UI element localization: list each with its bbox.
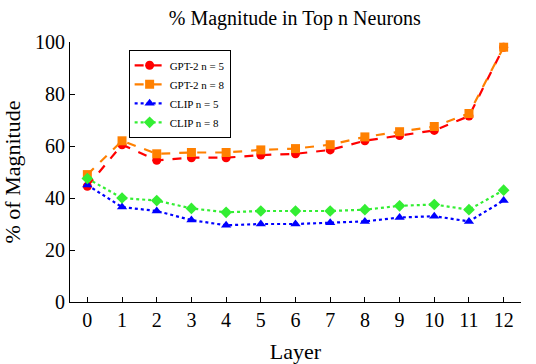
svg-text:0: 0 <box>82 309 92 331</box>
svg-text:20: 20 <box>45 239 65 261</box>
svg-text:9: 9 <box>395 309 405 331</box>
svg-text:GPT-2 n = 5: GPT-2 n = 5 <box>170 60 225 72</box>
svg-text:6: 6 <box>291 309 301 331</box>
svg-text:60: 60 <box>45 135 65 157</box>
svg-text:4: 4 <box>221 309 231 331</box>
svg-text:CLIP n = 8: CLIP n = 8 <box>170 117 219 129</box>
svg-text:GPT-2 n = 8: GPT-2 n = 8 <box>170 79 225 91</box>
svg-text:% Magnitude in Top n Neurons: % Magnitude in Top n Neurons <box>169 7 421 30</box>
svg-text:7: 7 <box>325 309 335 331</box>
svg-text:% of Magnitude: % of Magnitude <box>0 101 25 244</box>
svg-text:100: 100 <box>35 31 65 53</box>
svg-text:1: 1 <box>117 309 127 331</box>
svg-text:80: 80 <box>45 83 65 105</box>
svg-text:0: 0 <box>55 291 65 313</box>
svg-text:CLIP n = 5: CLIP n = 5 <box>170 98 219 110</box>
svg-text:11: 11 <box>459 309 478 331</box>
svg-text:5: 5 <box>256 309 266 331</box>
svg-text:3: 3 <box>186 309 196 331</box>
svg-text:8: 8 <box>360 309 370 331</box>
svg-text:12: 12 <box>494 309 514 331</box>
svg-text:Layer: Layer <box>270 339 322 364</box>
svg-text:2: 2 <box>152 309 162 331</box>
svg-text:10: 10 <box>424 309 444 331</box>
svg-text:40: 40 <box>45 187 65 209</box>
